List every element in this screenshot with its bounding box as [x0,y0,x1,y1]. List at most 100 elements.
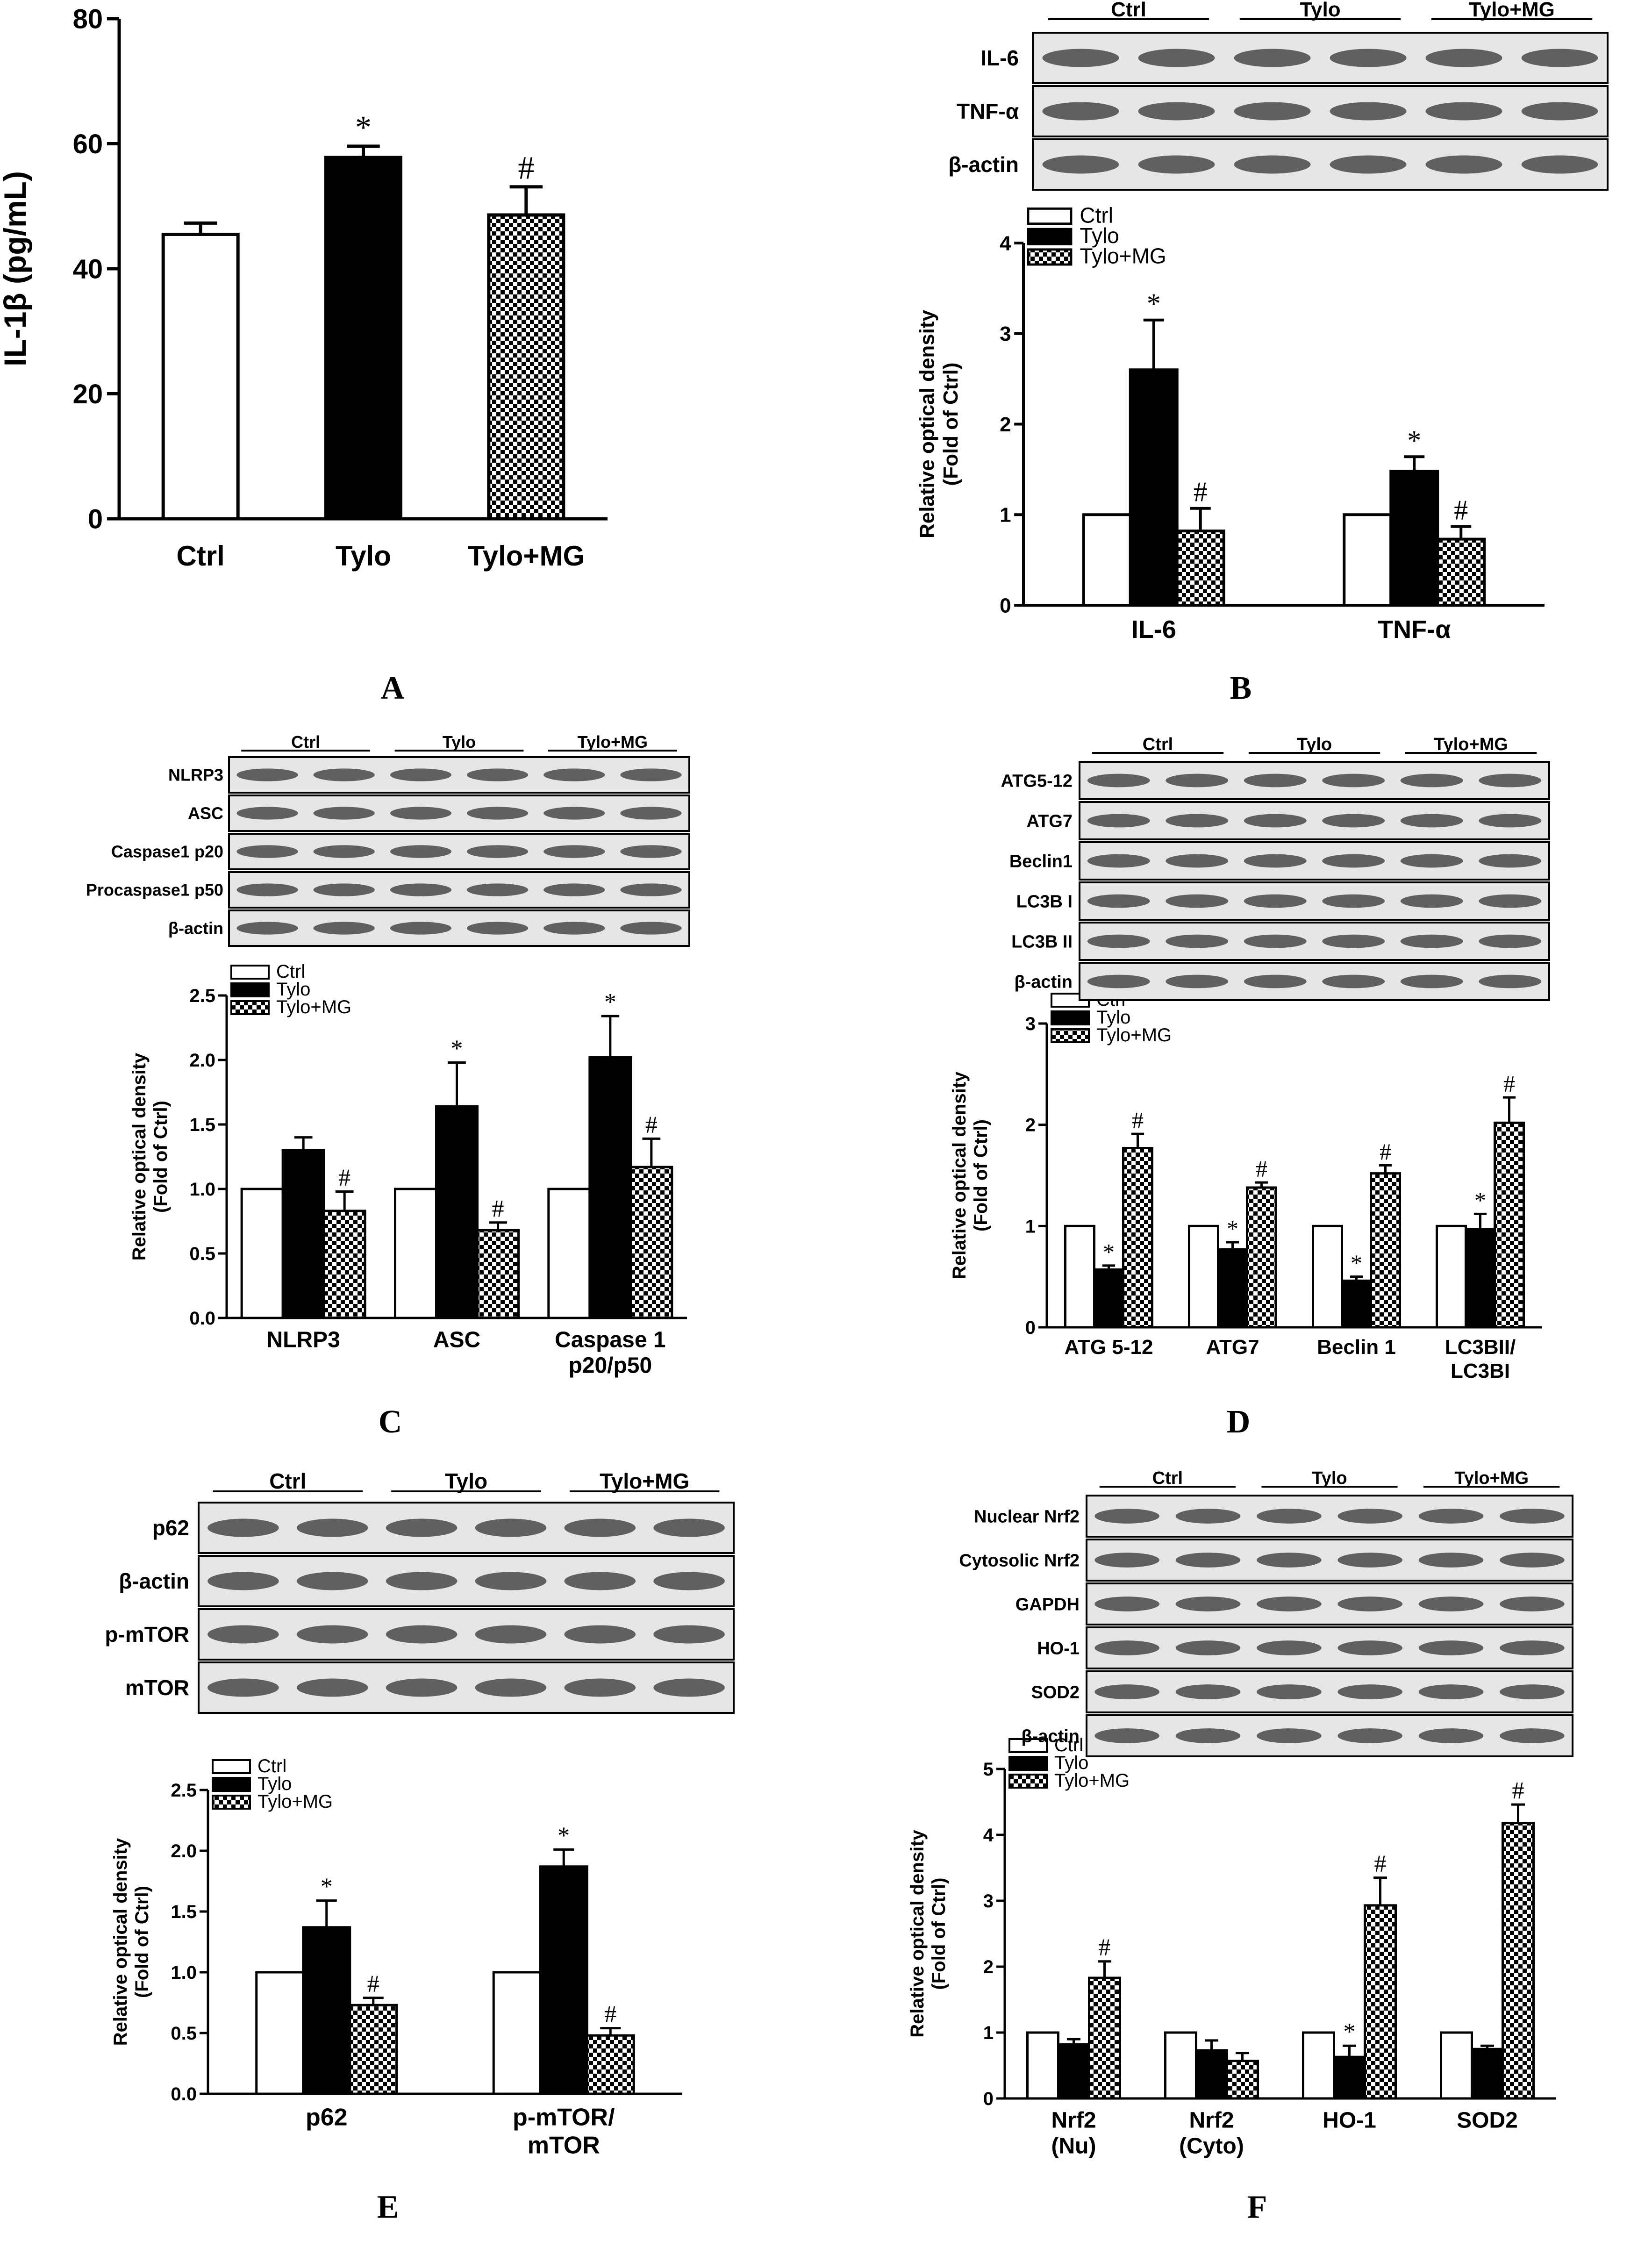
chart-D: 0 1 2 3 Relative optical density (Fold of Ctr… [949,735,1550,1440]
blot-band [475,1518,547,1537]
category-label: (Cyto) [1179,2134,1244,2159]
y-axis-label: (Fold of Ctrl) [150,1101,171,1213]
bar-tylo [1471,2048,1504,2100]
western-blot: Ctrl Tylo Tylo+MG p62 β-actin p-mTOR mTOR [105,1469,735,1714]
bar-tylo [1217,1248,1248,1329]
y-tick-label: 2.0 [171,1841,197,1862]
blot-band [1175,1728,1241,1743]
bar-ctrl [255,1971,305,2095]
blot-band [564,1572,636,1590]
blot-band [1400,974,1463,988]
y-tick-label: 1.0 [171,1962,197,1983]
legend-swatch [1027,228,1073,245]
legend-label: Tylo+MG [257,1791,333,1812]
bar-tylo [1057,2043,1090,2100]
blot-band [313,845,375,858]
bar-tylomg [1370,1172,1401,1329]
blot-row-label: Procaspase1 p50 [86,881,223,900]
y-axis-label: IL-1β (pg/mL) [0,171,32,366]
blot-band [1500,1728,1565,1743]
blot-strip [1079,922,1550,961]
western-blot: Ctrl Tylo Tylo+MG Nuclear Nrf2 Cytosolic Nrf… [959,1468,1573,1757]
blot-band [1166,854,1229,868]
significance-mark: # [1099,1934,1111,1961]
y-tick-label: 1 [983,2023,994,2043]
blot-group-label: Tylo [445,1469,487,1493]
bar-tylo [1333,2055,1366,2100]
legend-label: Tylo [1080,223,1119,248]
blot-band [1138,49,1215,67]
western-blot: Ctrl Tylo Tylo+MG IL-6 TNF-α β-actin [948,0,1609,191]
legend-swatch [230,965,270,980]
significance-mark: # [1512,1777,1524,1804]
y-axis-label: Relative optical density [129,1052,150,1260]
blot-strip [198,1608,735,1661]
y-tick-label: 0 [983,2089,994,2109]
blot-band [544,807,605,820]
blot-strip [1086,1670,1573,1713]
category-label: Nrf2 [1189,2108,1234,2133]
category-label: LC3BI [1451,1360,1510,1382]
blot-band [1337,1509,1403,1524]
legend-label: Tylo [257,1774,292,1794]
blot-row-label: p62 [152,1516,189,1540]
y-axis-label: Relative optical density [916,309,939,538]
bar-tylo [324,156,402,521]
blot-band [1094,1684,1160,1699]
blot-strip [1032,85,1609,137]
bar-ctrl [1436,1224,1467,1329]
blot-band [653,1678,725,1697]
blot-band [1330,102,1407,121]
blot-band [466,883,529,896]
y-tick-label: 1.5 [189,1115,215,1135]
blot-band [1418,1640,1484,1655]
significance-mark: # [1374,1851,1387,1877]
western-blot: Ctrl Tylo Tylo+MG NLRP3 ASC Caspase1 p20 Proca… [86,732,690,947]
blot-group-label: Tylo+MG [600,1469,689,1493]
category-label: HO-1 [1323,2108,1376,2133]
blot-band [207,1625,279,1644]
y-tick-label: 20 [73,379,103,409]
blot-band [386,1678,458,1697]
significance-mark: # [604,2001,616,2028]
blot-strip [228,756,690,794]
blot-band [1322,773,1385,788]
blot-band [1322,934,1385,948]
bar-tylo [1129,368,1179,607]
blot-strip [1079,841,1550,881]
bar-ctrl [394,1188,437,1319]
legend-swatch [230,1000,270,1015]
bar-tylomg [487,213,565,521]
bar-tylomg [629,1166,673,1319]
legend-label: Ctrl [1054,1735,1083,1755]
blot-strip [1086,1495,1573,1538]
bar-tylomg [1122,1147,1153,1329]
panel-letter: A [381,670,405,706]
blot-band [1322,894,1385,908]
blot-band [1087,854,1150,868]
blot-band [1337,1728,1403,1743]
legend-label: Tylo+MG [1096,1025,1172,1045]
y-tick-label: 2.5 [189,986,215,1006]
significance-mark: * [1344,2019,1356,2045]
blot-band [1322,974,1385,988]
blot-band [1257,1597,1322,1611]
category-label: ASC [433,1327,480,1352]
blot-band [1337,1553,1403,1568]
blot-band [544,768,605,781]
blot-row-label: ATG5-12 [1001,771,1073,791]
legend-label: Tylo [1096,1007,1130,1028]
y-tick-label: 3 [1025,1014,1036,1034]
legend-swatch [1051,1010,1090,1025]
blot-band [207,1572,279,1590]
blot-band [1500,1509,1565,1524]
chart-B: 0 1 2 3 4 Relative optical density (Fold of Ct… [916,0,1609,706]
blot-band [1257,1509,1322,1524]
blot-band [1094,1597,1160,1611]
blot-strip [1032,138,1609,191]
blot-band [1479,773,1542,788]
blot-band [475,1678,547,1697]
